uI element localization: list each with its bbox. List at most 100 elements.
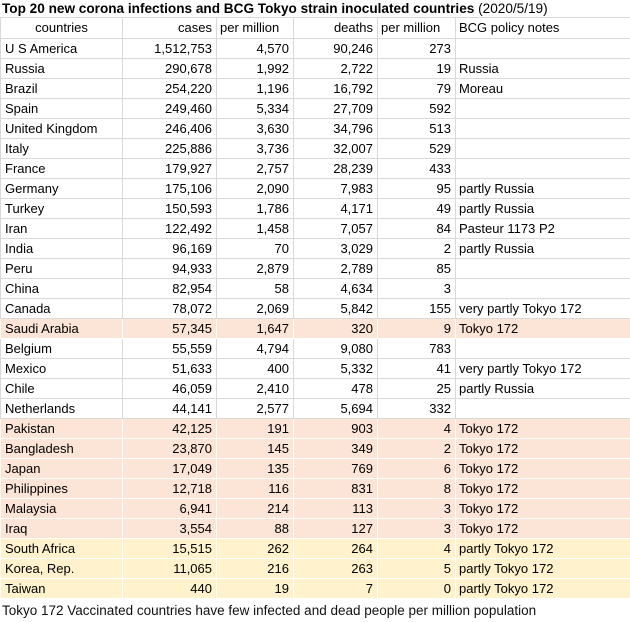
cell-deaths-per-million: 84	[377, 218, 456, 239]
cell-deaths-per-million: 8	[377, 478, 456, 499]
cell-cases-per-million: 214	[216, 498, 294, 519]
cell-cases: 96,169	[122, 238, 217, 259]
col-header-deaths-per-million: per million	[377, 17, 456, 39]
cell-bcg-notes	[455, 398, 630, 419]
cell-cases: 17,049	[122, 458, 217, 479]
cell-deaths-per-million: 49	[377, 198, 456, 219]
table-row: Pakistan 42,125 191 903 4 Tokyo 172	[0, 418, 630, 439]
cell-deaths-per-million: 41	[377, 358, 456, 379]
cell-country: Turkey	[0, 198, 123, 219]
cell-deaths: 16,792	[293, 78, 378, 99]
cell-cases-per-million: 135	[216, 458, 294, 479]
cell-deaths-per-million: 513	[377, 118, 456, 139]
table-row: Malaysia 6,941 214 113 3 Tokyo 172	[0, 498, 630, 519]
cell-bcg-notes: Tokyo 172	[455, 498, 630, 519]
cell-deaths: 113	[293, 498, 378, 519]
cell-deaths: 34,796	[293, 118, 378, 139]
page-title: Top 20 new corona infections and BCG Tok…	[0, 0, 630, 17]
cell-cases-per-million: 58	[216, 278, 294, 299]
table-row: Taiwan 440 19 7 0 partly Tokyo 172	[0, 578, 630, 599]
cell-deaths-per-million: 85	[377, 258, 456, 279]
cell-deaths-per-million: 4	[377, 538, 456, 559]
cell-cases: 57,345	[122, 318, 217, 339]
cell-cases: 179,927	[122, 158, 217, 179]
cell-cases: 55,559	[122, 338, 217, 359]
cell-cases-per-million: 1,992	[216, 58, 294, 79]
cell-bcg-notes	[455, 38, 630, 59]
cell-cases: 1,512,753	[122, 38, 217, 59]
cell-deaths-per-million: 5	[377, 558, 456, 579]
cell-deaths: 903	[293, 418, 378, 439]
cell-cases-per-million: 2,090	[216, 178, 294, 199]
cell-deaths-per-million: 3	[377, 518, 456, 539]
cell-country: Bangladesh	[0, 438, 123, 459]
cell-deaths-per-million: 332	[377, 398, 456, 419]
cell-country: United Kingdom	[0, 118, 123, 139]
cell-bcg-notes	[455, 98, 630, 119]
cell-country: Taiwan	[0, 578, 123, 599]
table-row: Philippines 12,718 116 831 8 Tokyo 172	[0, 478, 630, 499]
cell-country: Saudi Arabia	[0, 318, 123, 339]
cell-bcg-notes: very partly Tokyo 172	[455, 298, 630, 319]
cell-bcg-notes	[455, 158, 630, 179]
col-header-bcg-policy-notes: BCG policy notes	[455, 17, 630, 39]
cell-cases-per-million: 4,794	[216, 338, 294, 359]
table-row: South Africa 15,515 262 264 4 partly Tokyo 17…	[0, 538, 630, 559]
cell-cases: 11,065	[122, 558, 217, 579]
table-row: Saudi Arabia 57,345 1,647 320 9 Tokyo 172	[0, 318, 630, 339]
cell-cases-per-million: 191	[216, 418, 294, 439]
cell-bcg-notes: Moreau	[455, 78, 630, 99]
table-row: China 82,954 58 4,634 3	[0, 278, 630, 299]
cell-country: Chile	[0, 378, 123, 399]
cell-deaths-per-million: 2	[377, 238, 456, 259]
cell-cases-per-million: 262	[216, 538, 294, 559]
cell-cases-per-million: 70	[216, 238, 294, 259]
cell-cases-per-million: 4,570	[216, 38, 294, 59]
cell-country: Pakistan	[0, 418, 123, 439]
cell-deaths-per-million: 273	[377, 38, 456, 59]
cell-bcg-notes: Tokyo 172	[455, 518, 630, 539]
cell-country: Malaysia	[0, 498, 123, 519]
cell-deaths: 28,239	[293, 158, 378, 179]
cell-cases-per-million: 145	[216, 438, 294, 459]
cell-cases: 44,141	[122, 398, 217, 419]
cell-cases-per-million: 116	[216, 478, 294, 499]
cell-cases-per-million: 1,786	[216, 198, 294, 219]
cell-cases-per-million: 1,196	[216, 78, 294, 99]
cell-deaths: 4,171	[293, 198, 378, 219]
cell-deaths-per-million: 2	[377, 438, 456, 459]
cell-deaths-per-million: 6	[377, 458, 456, 479]
cell-cases: 122,492	[122, 218, 217, 239]
table-row: Korea, Rep. 11,065 216 263 5 partly Tokyo 172	[0, 558, 630, 579]
cell-cases-per-million: 2,069	[216, 298, 294, 319]
cell-cases: 12,718	[122, 478, 217, 499]
cell-bcg-notes	[455, 118, 630, 139]
cell-deaths: 127	[293, 518, 378, 539]
cell-cases: 94,933	[122, 258, 217, 279]
cell-country: Philippines	[0, 478, 123, 499]
cell-deaths: 320	[293, 318, 378, 339]
cell-bcg-notes: partly Tokyo 172	[455, 578, 630, 599]
cell-country: Iran	[0, 218, 123, 239]
table-row: Bangladesh 23,870 145 349 2 Tokyo 172	[0, 438, 630, 459]
page-title-text: Top 20 new corona infections and BCG Tok…	[2, 1, 479, 16]
cell-deaths: 478	[293, 378, 378, 399]
cell-country: China	[0, 278, 123, 299]
cell-deaths-per-million: 433	[377, 158, 456, 179]
cell-bcg-notes	[455, 338, 630, 359]
cell-cases-per-million: 1,458	[216, 218, 294, 239]
cell-bcg-notes: partly Russia	[455, 238, 630, 259]
cell-cases: 3,554	[122, 518, 217, 539]
cell-bcg-notes: partly Russia	[455, 178, 630, 199]
cell-cases: 42,125	[122, 418, 217, 439]
cell-cases: 78,072	[122, 298, 217, 319]
table-body: U S America 1,512,753 4,570 90,246 273 Russia…	[0, 38, 630, 599]
cell-bcg-notes: Tokyo 172	[455, 478, 630, 499]
cell-cases-per-million: 216	[216, 558, 294, 579]
page-title-date: (2020/5/19)	[478, 1, 548, 16]
cell-bcg-notes: partly Russia	[455, 378, 630, 399]
cell-deaths-per-million: 25	[377, 378, 456, 399]
cell-deaths: 769	[293, 458, 378, 479]
cell-deaths: 5,694	[293, 398, 378, 419]
